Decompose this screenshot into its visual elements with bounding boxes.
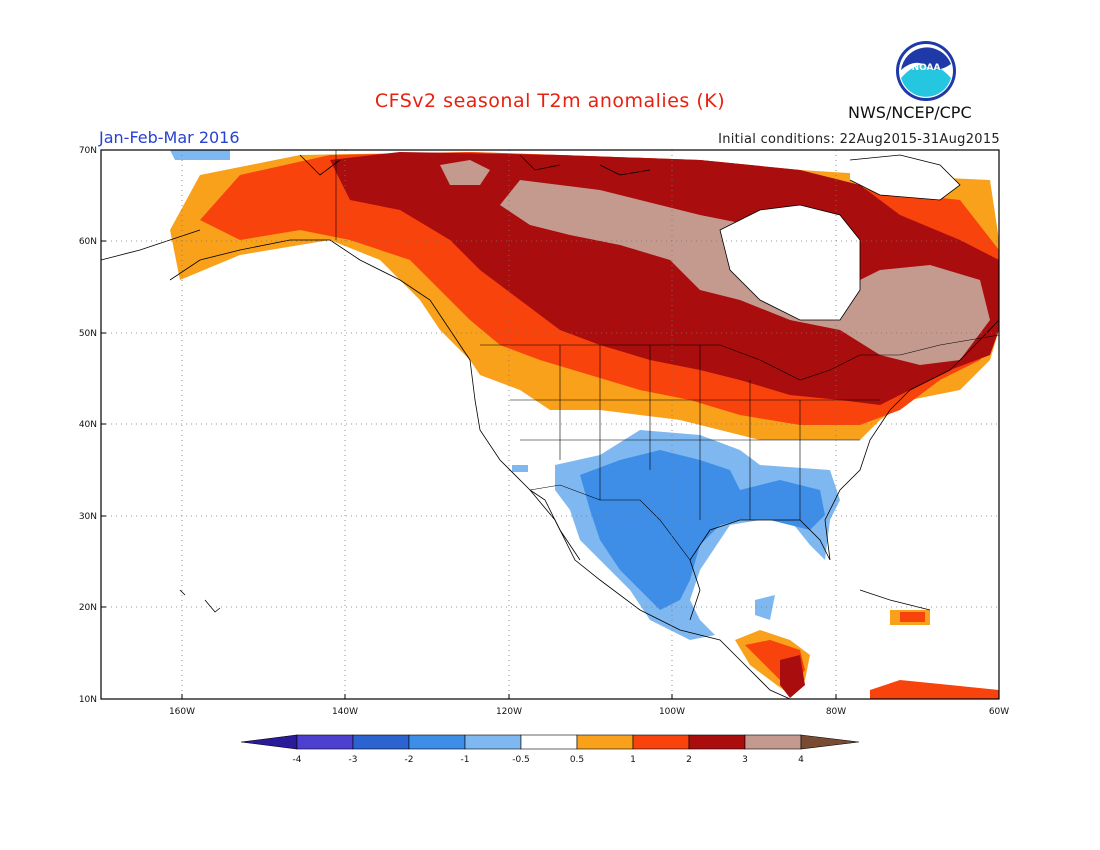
lon-label: 120W [496,707,522,717]
colorbar-tick-label: 2 [686,755,692,765]
lon-label: 60W [989,707,1009,717]
lon-label: 140W [332,707,358,717]
lat-label: 40N [79,420,97,430]
lon-label: 160W [169,707,195,717]
colorbar-tick-label: -4 [293,755,302,765]
lat-label: 50N [79,329,97,339]
colorbar-tick-label: 3 [742,755,748,765]
coastlines [101,154,999,699]
lat-label: 10N [79,695,97,705]
colorbar-swatch [576,734,634,750]
colorbar-tick-label: 1 [630,755,636,765]
colorbar-tick-label: 0.5 [570,755,584,765]
lat-label: 20N [79,603,97,613]
colorbar-swatch [408,734,466,750]
initial-conditions: Initial conditions: 22Aug2015-31Aug2015 [718,132,1000,147]
colorbar-tick-label: -2 [405,755,414,765]
colorbar: -4 -3 -2 -1 -0.5 0.5 1 2 3 4 [240,734,860,765]
colorbar-tick-label: -0.5 [512,755,530,765]
longitude-labels: 160W 140W 120W 100W 80W 60W [169,707,1009,717]
colorbar-tick-label: -1 [461,755,470,765]
chart-title: CFSv2 seasonal T2m anomalies (K) [374,90,726,112]
lat-label: 30N [79,512,97,522]
colorbar-swatch [744,734,802,750]
cool-anomaly-fill [512,430,840,640]
colorbar-swatch [352,734,410,750]
colorbar-tick-label: 4 [798,755,804,765]
anomaly-fill [170,150,999,699]
lat-label: 60N [79,237,97,247]
latitude-labels: 70N 60N 50N 40N 30N 20N 10N [79,146,97,705]
agency-label: NWS/NCEP/CPC [848,103,972,122]
colorbar-swatch [632,734,690,750]
colorbar-swatch [296,734,354,750]
colorbar-swatch [520,734,578,750]
colorbar-swatch [688,734,746,750]
noaa-logo: NOAA [896,41,956,101]
colorbar-swatch [464,734,522,750]
lon-label: 100W [659,707,685,717]
lat-label: 70N [79,146,97,156]
borders [335,150,999,561]
colorbar-arrow-min [240,734,298,750]
forecast-period: Jan-Feb-Mar 2016 [99,128,240,147]
lon-label: 80W [826,707,846,717]
logo-text: NOAA [912,63,941,73]
colorbar-arrow-max [800,734,860,750]
colorbar-tick-label: -3 [349,755,358,765]
